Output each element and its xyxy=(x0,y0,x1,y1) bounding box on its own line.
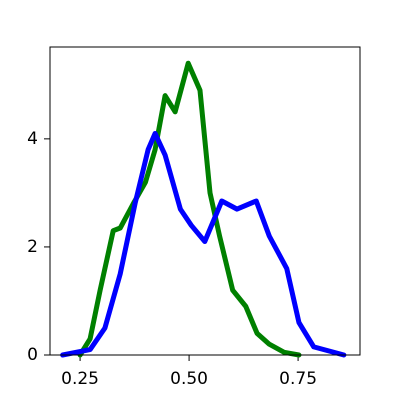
line xyxy=(60,130,347,358)
y-tick-label: 2 xyxy=(27,237,38,257)
y-tick-label: 0 xyxy=(27,345,38,365)
x-tick-label: 0.50 xyxy=(170,369,208,389)
x-tick-label: 0.75 xyxy=(279,369,317,389)
x-tick-label: 0.25 xyxy=(61,369,99,389)
line xyxy=(77,60,302,358)
y-tick-label: 4 xyxy=(27,129,38,149)
plot-frame xyxy=(49,46,361,356)
